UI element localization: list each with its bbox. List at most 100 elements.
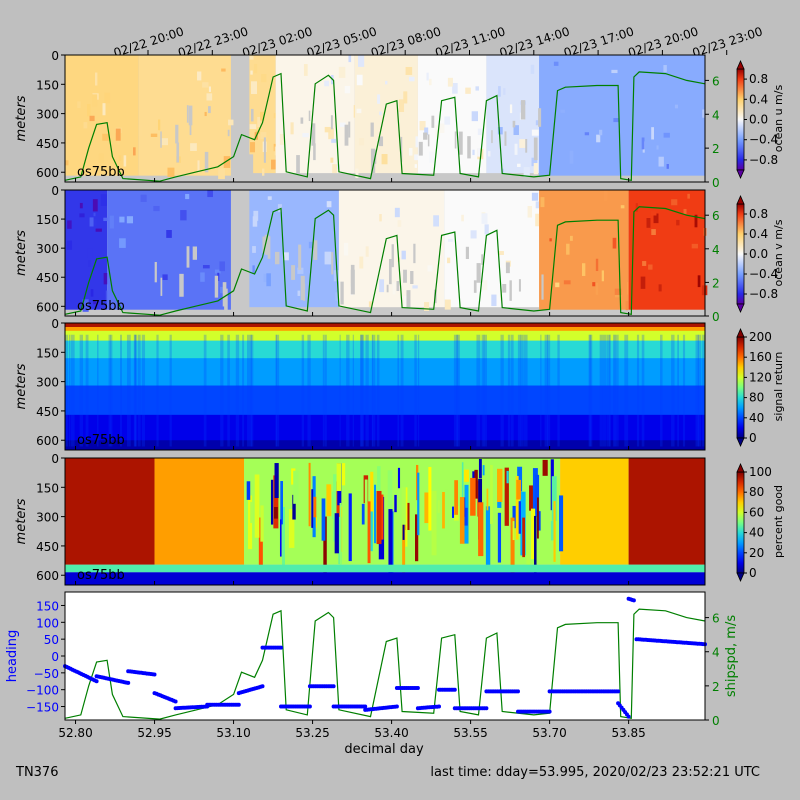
- velocity-cell: [381, 154, 388, 165]
- velocity-gap: [214, 275, 219, 298]
- velocity-cell: [384, 293, 389, 304]
- velocity-cell: [260, 111, 265, 121]
- pg-streak: [478, 458, 482, 479]
- velocity-gap: [388, 258, 392, 285]
- colorbar-tick-label: 0.0: [749, 113, 768, 127]
- signal-streak: [242, 334, 245, 447]
- pg-streak: [415, 514, 419, 562]
- velocity-cell: [338, 66, 346, 78]
- colorbar-min-arrow: [736, 572, 745, 582]
- velocity-gap: [311, 123, 316, 146]
- depth-axis-label: meters: [14, 363, 29, 409]
- pg-streak: [405, 487, 408, 547]
- colorbar-tick-label: 80: [749, 391, 764, 405]
- velocity-gap: [391, 244, 394, 268]
- pg-bottom-band: [65, 572, 705, 585]
- pg-streak: [428, 466, 432, 531]
- velocity-cell: [581, 263, 586, 276]
- velocity-cell: [447, 238, 453, 242]
- pg-streak: [522, 517, 526, 558]
- panel-ocean_u: 0 2 4 6 0 150 300 450 600 meters os75bb 0.8 0.4 0.0 −0…: [14, 49, 785, 190]
- velocity-cell: [412, 285, 418, 289]
- colorbar-tick-label: 200: [749, 330, 772, 344]
- velocity-cell: [98, 153, 104, 163]
- pg-streak: [537, 511, 541, 531]
- velocity-cell: [331, 138, 337, 143]
- pg-streak: [336, 463, 342, 492]
- x-tick-label: 53.25: [295, 726, 329, 740]
- signal-streak: [695, 334, 699, 447]
- velocity-cell: [271, 159, 278, 170]
- velocity-cell: [658, 156, 664, 167]
- velocity-cell: [663, 132, 670, 138]
- pg-streak: [516, 479, 522, 500]
- velocity-cell: [687, 193, 690, 199]
- velocity-cell: [67, 220, 72, 229]
- velocity-cell: [452, 82, 458, 94]
- velocity-cell: [91, 94, 98, 107]
- velocity-cell: [66, 240, 73, 250]
- velocity-gap: [370, 148, 376, 173]
- velocity-gap: [244, 273, 248, 283]
- velocity-cell: [435, 125, 441, 138]
- velocity-cell: [79, 202, 83, 209]
- velocity-gap: [234, 101, 237, 118]
- plot-background: [65, 592, 705, 720]
- pg-streak: [504, 467, 509, 526]
- velocity-cell: [326, 201, 332, 209]
- plot-frame: [64, 322, 706, 451]
- pg-streak: [279, 519, 282, 557]
- velocity-gap: [423, 132, 428, 140]
- signal-streak: [134, 334, 136, 447]
- colorbar-tick-label: −0.8: [749, 287, 778, 301]
- signal-streak: [417, 334, 420, 447]
- velocity-cell: [133, 147, 136, 156]
- x-tick-label: 53.55: [453, 726, 487, 740]
- velocity-cell: [223, 156, 231, 168]
- signal-streak: [275, 334, 278, 447]
- velocity-cell: [498, 251, 504, 255]
- velocity-cell: [702, 109, 706, 118]
- signal-streak: [220, 334, 224, 447]
- velocity-cell: [592, 282, 596, 287]
- velocity-cell: [549, 238, 552, 242]
- instrument-annotation: os75bb: [77, 568, 125, 583]
- signal-streak: [371, 334, 373, 447]
- velocity-gap: [396, 281, 400, 292]
- velocity-gap: [454, 131, 457, 149]
- x-tick-label: 53.85: [611, 726, 645, 740]
- velocity-cell: [355, 168, 359, 178]
- velocity-cell: [282, 252, 289, 261]
- signal-streak: [365, 334, 369, 447]
- velocity-cell: [447, 257, 451, 264]
- velocity-cell: [126, 216, 134, 224]
- pg-streak: [530, 508, 536, 560]
- velocity-gap: [331, 252, 334, 275]
- velocity-cell: [252, 265, 255, 273]
- colorbar-max-arrow: [736, 60, 745, 70]
- heading-point: [437, 704, 441, 709]
- velocity-cell: [477, 128, 482, 136]
- panel-percent_good: 0 150 300 450 600 meters os75bb 100 80 60 40 20 0 per…: [14, 452, 785, 586]
- velocity-gap: [418, 141, 423, 156]
- velocity-gap: [264, 234, 269, 255]
- velocity-cell: [82, 299, 89, 312]
- pg-streak: [497, 496, 502, 508]
- x-tick-label: 53.40: [374, 726, 408, 740]
- velocity-cell: [90, 289, 94, 297]
- velocity-gap: [154, 261, 157, 283]
- depth-tick-label: 0: [51, 317, 59, 331]
- plot-frame: [64, 457, 706, 586]
- speed-tick-label: 4: [712, 646, 720, 660]
- instrument-annotation: os75bb: [77, 299, 125, 314]
- velocity-cell: [658, 284, 662, 292]
- signal-streak: [79, 334, 84, 447]
- velocity-cell: [358, 55, 365, 67]
- velocity-gap: [427, 134, 430, 147]
- velocity-cell: [250, 142, 256, 153]
- velocity-cell: [613, 118, 619, 123]
- velocity-cell: [87, 248, 93, 258]
- velocity-cell: [650, 211, 657, 216]
- colorbar-label: signal return: [772, 352, 785, 422]
- velocity-gap: [350, 269, 355, 295]
